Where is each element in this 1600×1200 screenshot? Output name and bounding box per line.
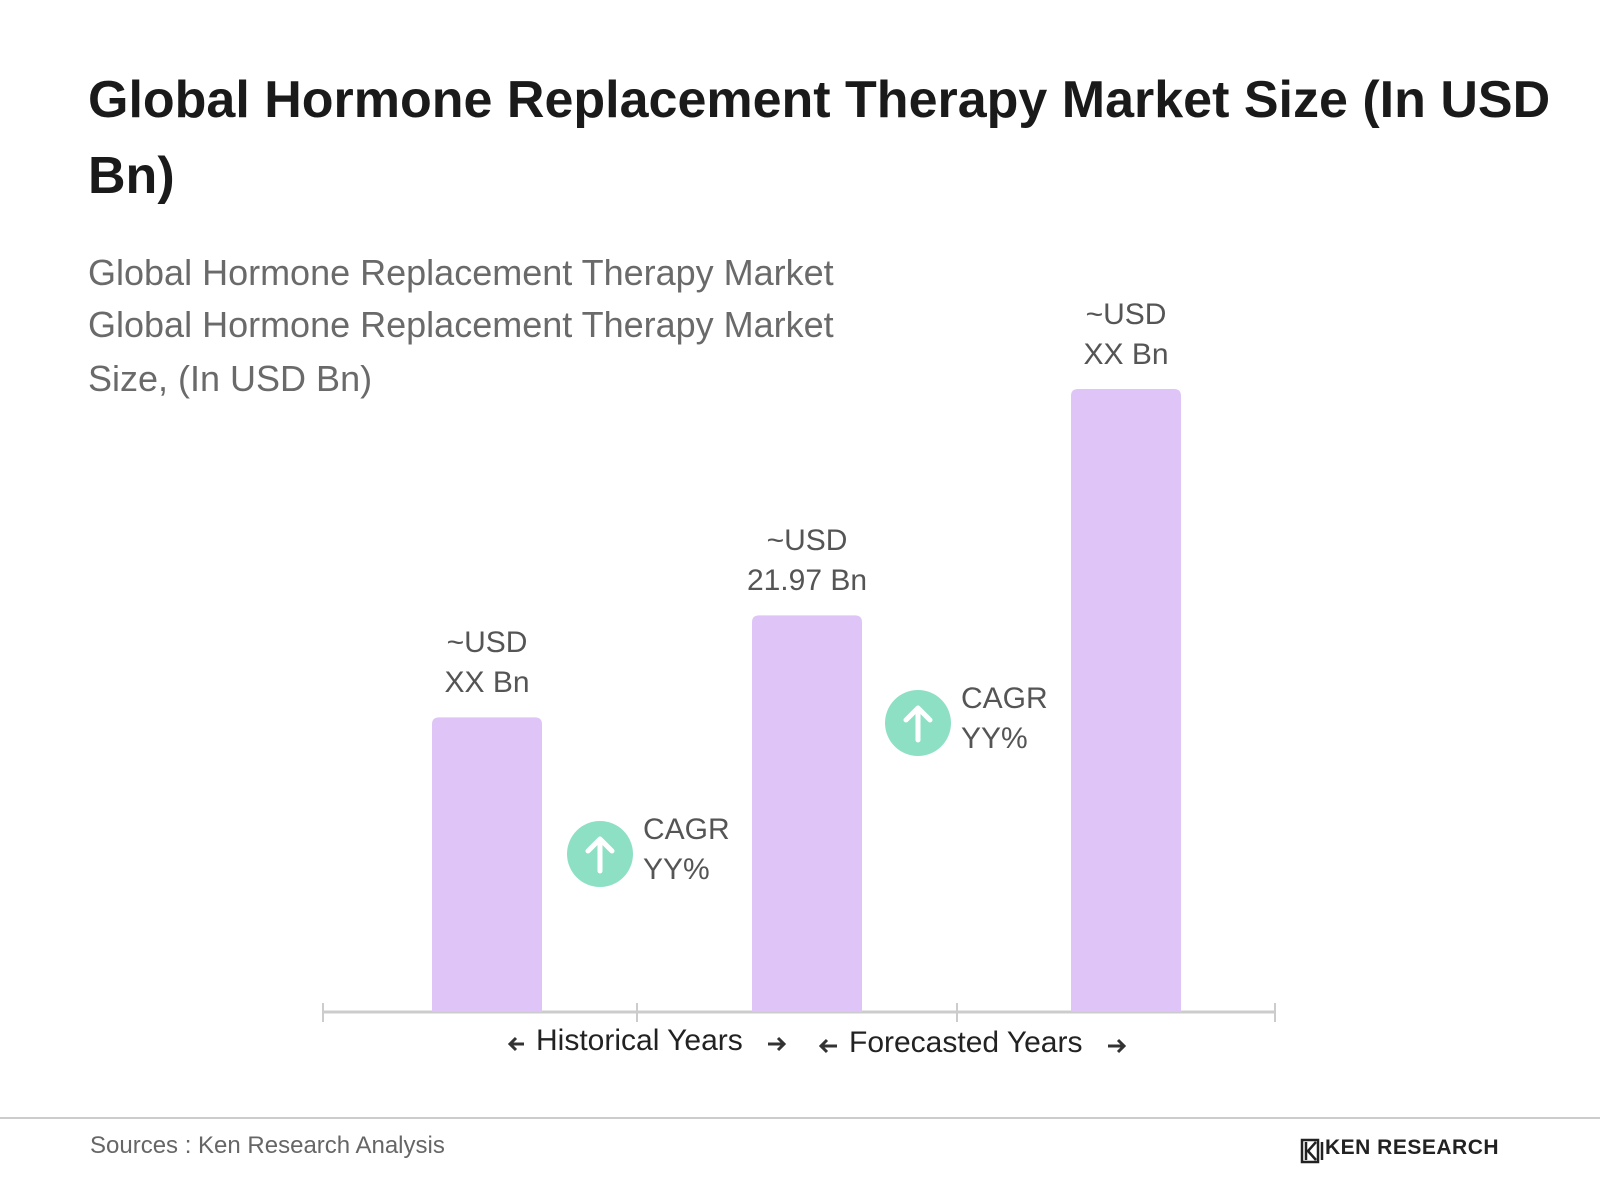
- bar: [1071, 389, 1181, 1012]
- value-label: ~USD 21.97 Bn: [746, 524, 868, 598]
- value-label: ~USD XX Bn: [1083, 298, 1169, 371]
- value-label: ~USD XX Bn: [444, 626, 530, 700]
- period-label: Forecasted Years: [849, 1026, 1083, 1059]
- chart-title: Global Hormone Replacement Therapy Marke…: [88, 71, 1551, 205]
- logo-mark: [1300, 1138, 1324, 1164]
- source: Sources : Ken Research Analysis: [90, 1132, 445, 1159]
- bar: [432, 717, 542, 1012]
- subtitle: Global Hormone Replacement Therapy Marke…: [88, 304, 834, 399]
- bar: [752, 615, 862, 1012]
- logo: KEN RESEARCH: [1325, 1136, 1500, 1159]
- cagr-label: CAGR YY%: [961, 682, 1048, 755]
- cagr-label: CAGR YY%: [643, 813, 730, 886]
- period-arrows: [507, 1036, 1127, 1054]
- period-label: Historical Years: [536, 1024, 743, 1057]
- subtitle: Global Hormone Replacement Therapy Marke…: [88, 252, 834, 293]
- cagr-arrow: [585, 836, 615, 874]
- cagr-arrow: [903, 705, 933, 743]
